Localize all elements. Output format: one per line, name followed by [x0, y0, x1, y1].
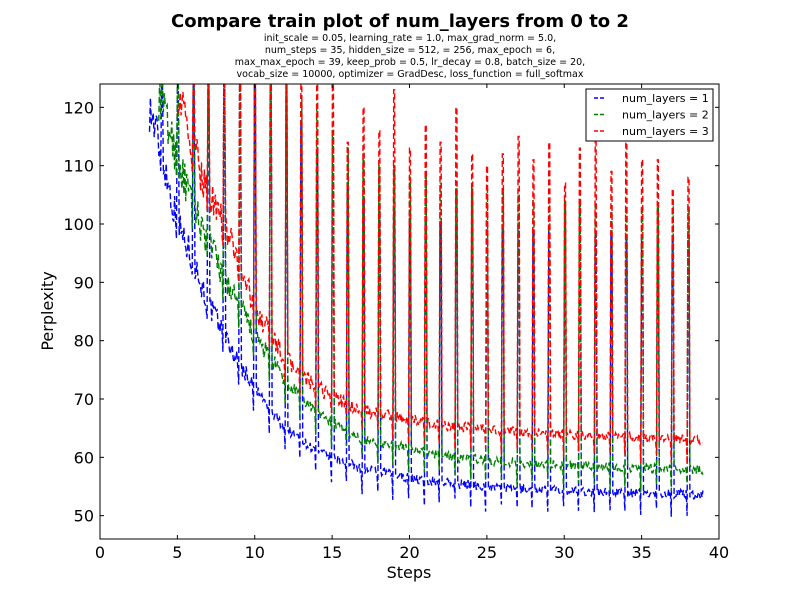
legend-label: num_layers = 3	[622, 125, 709, 138]
x-tick-label: 5	[172, 543, 182, 562]
y-tick-label: 100	[63, 215, 94, 234]
x-tick-label: 15	[322, 543, 342, 562]
chart-subtitle: init_scale = 0.05, learning_rate = 1.0, …	[235, 33, 585, 80]
legend-label: num_layers = 2	[622, 109, 709, 122]
x-tick-label: 35	[631, 543, 651, 562]
y-tick-label: 110	[63, 157, 94, 176]
x-tick-label: 25	[477, 543, 497, 562]
y-axis: 50 60 70 80 90 100 110 120	[63, 98, 719, 526]
subtitle-line-2: num_steps = 35, hidden_size = 512, = 256…	[265, 45, 555, 56]
y-tick-label: 120	[63, 98, 94, 117]
x-axis-label: Steps	[387, 563, 432, 582]
chart-title: Compare train plot of num_layers from 0 …	[171, 11, 629, 32]
legend-box	[585, 88, 714, 142]
subtitle-line-1: init_scale = 0.05, learning_rate = 1.0, …	[264, 33, 556, 44]
x-tick-label: 40	[709, 543, 729, 562]
x-tick-label: 30	[554, 543, 574, 562]
y-tick-label: 90	[74, 273, 94, 292]
series-layer	[148, 84, 704, 517]
y-tick-label: 70	[74, 390, 94, 409]
legend: num_layers = 1 num_layers = 2 num_layers =…	[585, 88, 714, 142]
series-line-2	[158, 84, 704, 493]
y-axis-label: Perplexity	[38, 271, 57, 350]
x-axis: 0 5 10 15 20 25 30 35 40	[95, 84, 729, 562]
y-tick-label: 60	[74, 448, 94, 467]
subtitle-line-3: max_max_epoch = 39, keep_prob = 0.5, lr_…	[235, 57, 585, 68]
y-tick-label: 50	[74, 507, 94, 526]
series-line-3	[176, 84, 703, 465]
legend-label: num_layers = 1	[622, 92, 709, 105]
x-tick-label: 0	[95, 543, 105, 562]
x-tick-label: 20	[399, 543, 419, 562]
y-tick-label: 80	[74, 332, 94, 351]
x-tick-label: 10	[245, 543, 265, 562]
series-line-1	[148, 84, 704, 517]
subtitle-line-4: vocab_size = 10000, optimizer = GradDesc…	[237, 69, 584, 80]
